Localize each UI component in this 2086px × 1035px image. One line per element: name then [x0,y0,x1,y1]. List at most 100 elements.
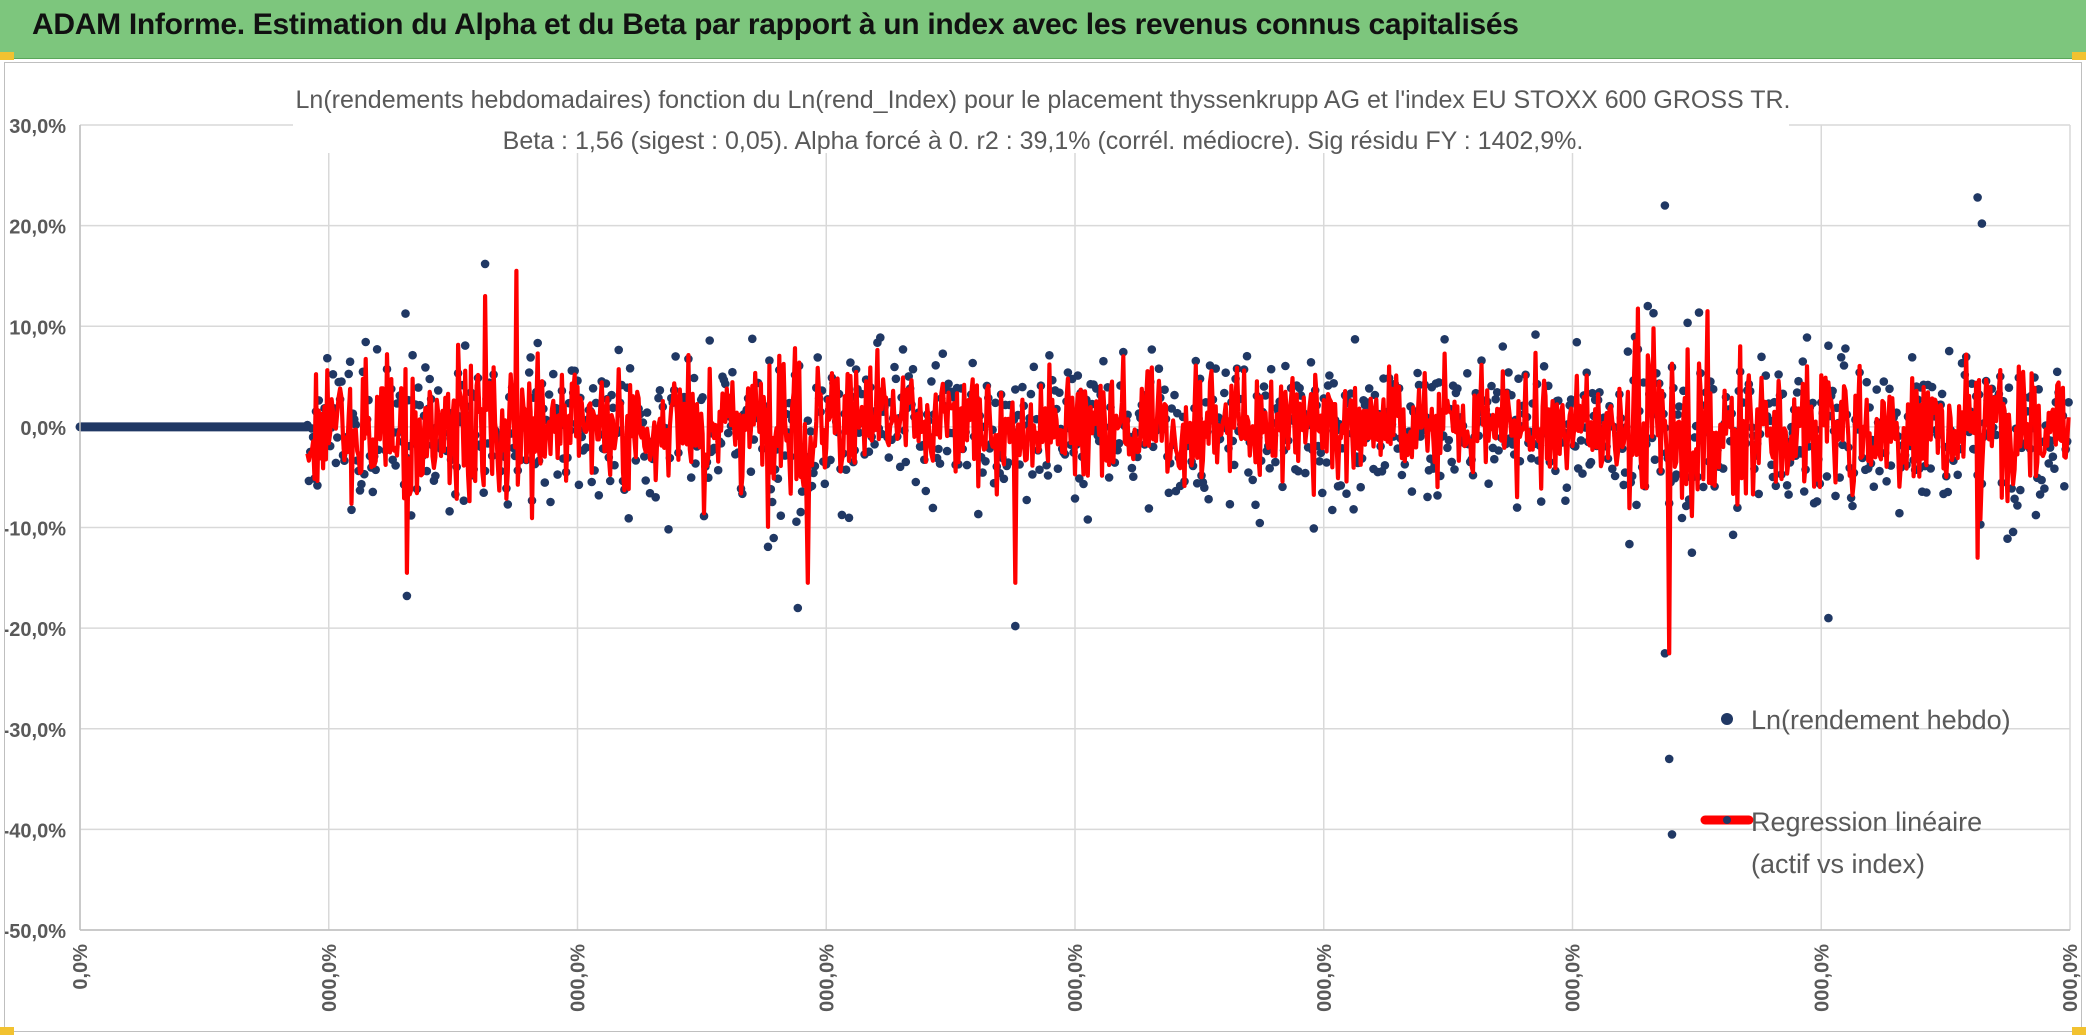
data-point [337,377,346,386]
data-point [459,496,469,506]
data-point [1733,503,1742,512]
data-point [837,510,847,520]
data-point [2016,485,2025,495]
data-point [1754,489,1763,499]
data-point [1070,494,1080,503]
data-point [1293,466,1303,476]
data-point [546,497,555,507]
data-point [1026,389,1036,399]
data-point [1494,446,1503,455]
data-point [1447,457,1456,467]
data-point [1944,346,1954,356]
data-point [723,428,733,438]
data-point [1011,385,1020,394]
data-point [813,353,822,362]
data-point [1083,515,1093,524]
data-point [1463,369,1472,378]
data-point [1104,473,1114,482]
data-point [1687,548,1697,557]
y-tick-label: -10,0% [5,519,66,541]
data-point [721,379,730,389]
data-point [1114,439,1124,448]
data-point [1433,491,1442,500]
data-point [1029,362,1039,372]
data-point [911,477,921,487]
data-point [2064,398,2073,407]
data-point [841,465,851,475]
data-point [1771,481,1781,491]
data-point [901,457,911,467]
y-tick-label: 20,0% [9,217,66,239]
data-point [1922,488,1931,497]
data-point [1625,539,1634,549]
data-point [1301,468,1310,478]
data-point [765,356,774,365]
corner-marker-top-right [2072,52,2086,60]
data-point [574,480,584,490]
data-point [1400,460,1410,469]
data-point [851,365,861,374]
data-point [1244,468,1253,477]
data-point [1329,379,1338,388]
data-point [1623,347,1633,356]
data-point [1512,503,1522,512]
data-point [2037,475,2046,485]
data-point [651,493,660,502]
data-point [1281,361,1290,371]
data-point [1468,470,1478,480]
data-point [1119,347,1128,357]
data-point [608,403,618,413]
data-point [1144,504,1154,513]
data-point [1220,388,1229,398]
data-point [1349,505,1358,514]
data-point [806,427,815,436]
data-point [1757,352,1766,362]
data-point [588,384,598,393]
data-point [1839,361,1849,370]
data-point [746,467,756,477]
data-point [591,398,601,408]
report-title: ADAM Informe. Estimation du Alpha et du … [32,8,1519,41]
data-point [1129,472,1138,482]
data-point [1160,385,1169,395]
data-point [1221,368,1230,378]
report-banner: ADAM Informe. Estimation du Alpha et du … [0,0,2086,59]
data-point [1318,488,1327,498]
data-point [1370,390,1380,400]
data-point [921,486,931,496]
data-point [1278,482,1287,492]
data-point [351,420,361,430]
data-point [763,542,773,552]
data-point [2031,510,2041,520]
data-point [1527,454,1536,463]
data-point [1492,388,1502,397]
data-point [1562,483,1572,493]
data-point [1028,470,1037,479]
data-point [2060,482,2069,491]
data-point [1794,376,1803,386]
data-point [607,390,616,400]
data-point [480,259,490,269]
data-point [1127,463,1137,473]
x-tick-label: 0,0% [70,944,92,990]
data-point [1271,457,1280,467]
data-point [1255,518,1265,528]
y-tick-label: -30,0% [5,720,66,742]
data-point [1265,464,1274,473]
data-point [1079,479,1088,489]
data-point [2040,484,2049,493]
data-point [928,503,938,513]
data-point [1053,464,1063,474]
data-point [1043,471,1053,480]
data-point [1784,490,1793,499]
legend-label-dots: Ln(rendement hebdo) [1751,705,2011,735]
y-tick-label: -20,0% [5,619,66,641]
data-point [1667,830,1677,839]
data-point [1315,457,1324,466]
chart-area: 30,0% 20,0% 10,0% 0,0% -10,0% -20,0% -30,0% -40… [4,62,2082,1032]
data-point [344,369,354,379]
data-point [689,373,699,383]
data-point [371,465,381,475]
data-point [691,459,700,468]
data-point [540,478,550,487]
